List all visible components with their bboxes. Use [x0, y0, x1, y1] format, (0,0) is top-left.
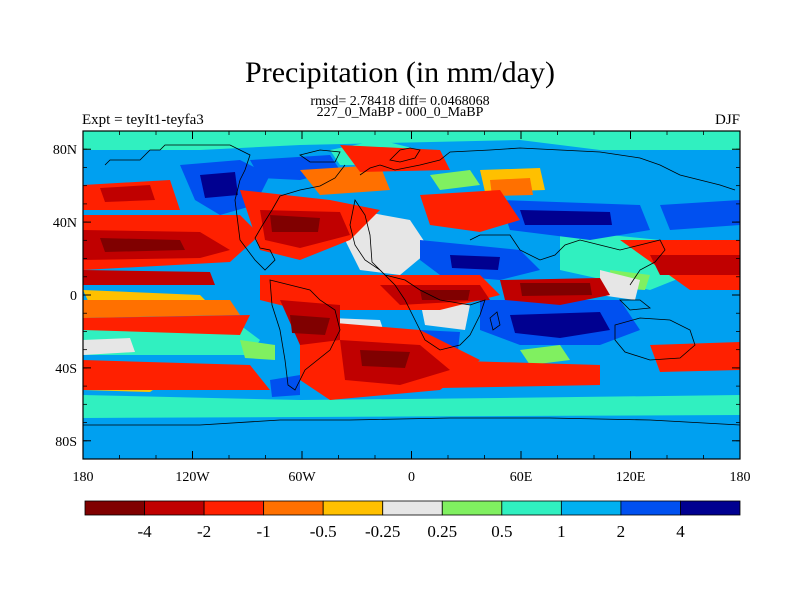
season-label: DJF: [714, 112, 740, 128]
colorbar-swatch: [620, 500, 681, 516]
lat-tick-label: 40S: [55, 362, 77, 377]
colorbar-swatch: [382, 500, 443, 516]
colorbar-label: 1: [557, 522, 566, 541]
lon-tick-label: 60W: [288, 470, 316, 485]
colorbar-swatch: [322, 500, 384, 516]
lat-tick-label: 0: [70, 289, 77, 304]
experiment-label: Expt = teyIt1-teyfa3: [82, 112, 204, 128]
lat-tick-label: 80N: [53, 143, 77, 158]
lon-tick-label: 0: [408, 470, 415, 485]
lat-tick-label: 80S: [55, 435, 77, 450]
chart-title: Precipitation (in mm/day): [245, 56, 555, 89]
strong-positive-regions: [200, 172, 612, 338]
colorbar-swatch: [203, 500, 265, 516]
colorbar-label: -2: [197, 522, 211, 541]
colorbar-swatch: [84, 500, 145, 516]
subtitle-label: 227_0_MaBP - 000_0_MaBP: [316, 105, 484, 120]
colorbar-label: 2: [617, 522, 626, 541]
light-blue-regions: [83, 131, 740, 418]
lat-tick-label: 40N: [53, 216, 77, 231]
latitude-axis: 80N 40N 0 40S 80S: [53, 130, 740, 460]
lon-tick-label: 120W: [175, 470, 210, 485]
colorbar-swatch: [441, 500, 503, 516]
colorbar-swatch: [501, 500, 562, 516]
colorbar: -4 -2 -1 -0.5 -0.25 0.25 0.5 1 2 4: [84, 500, 741, 541]
colorbar-swatch: [560, 500, 622, 516]
colorbar-label: 0.5: [491, 522, 512, 541]
colorbar-label: -4: [137, 522, 152, 541]
lon-tick-label: 120E: [616, 470, 646, 485]
extreme-negative-regions: [100, 215, 592, 368]
colorbar-label: -0.5: [310, 522, 337, 541]
continent-outlines: [83, 144, 740, 426]
colorbar-label: 0.25: [427, 522, 457, 541]
stats-label: rmsd= 2.78418 diff= 0.0468068: [310, 94, 490, 109]
colorbar-swatch: [680, 500, 741, 516]
precipitation-field: [83, 131, 740, 459]
lon-tick-label: 180: [73, 470, 94, 485]
colorbar-label: 4: [676, 522, 685, 541]
colorbar-swatch: [263, 500, 324, 516]
colorbar-label: -1: [257, 522, 271, 541]
lon-tick-label: 60E: [510, 470, 533, 485]
longitude-axis: 180 120W 60W 0 60E 120E 180: [73, 131, 751, 485]
lon-tick-label: 180: [730, 470, 751, 485]
colorbar-label: -0.25: [365, 522, 400, 541]
colorbar-swatch: [144, 500, 205, 516]
